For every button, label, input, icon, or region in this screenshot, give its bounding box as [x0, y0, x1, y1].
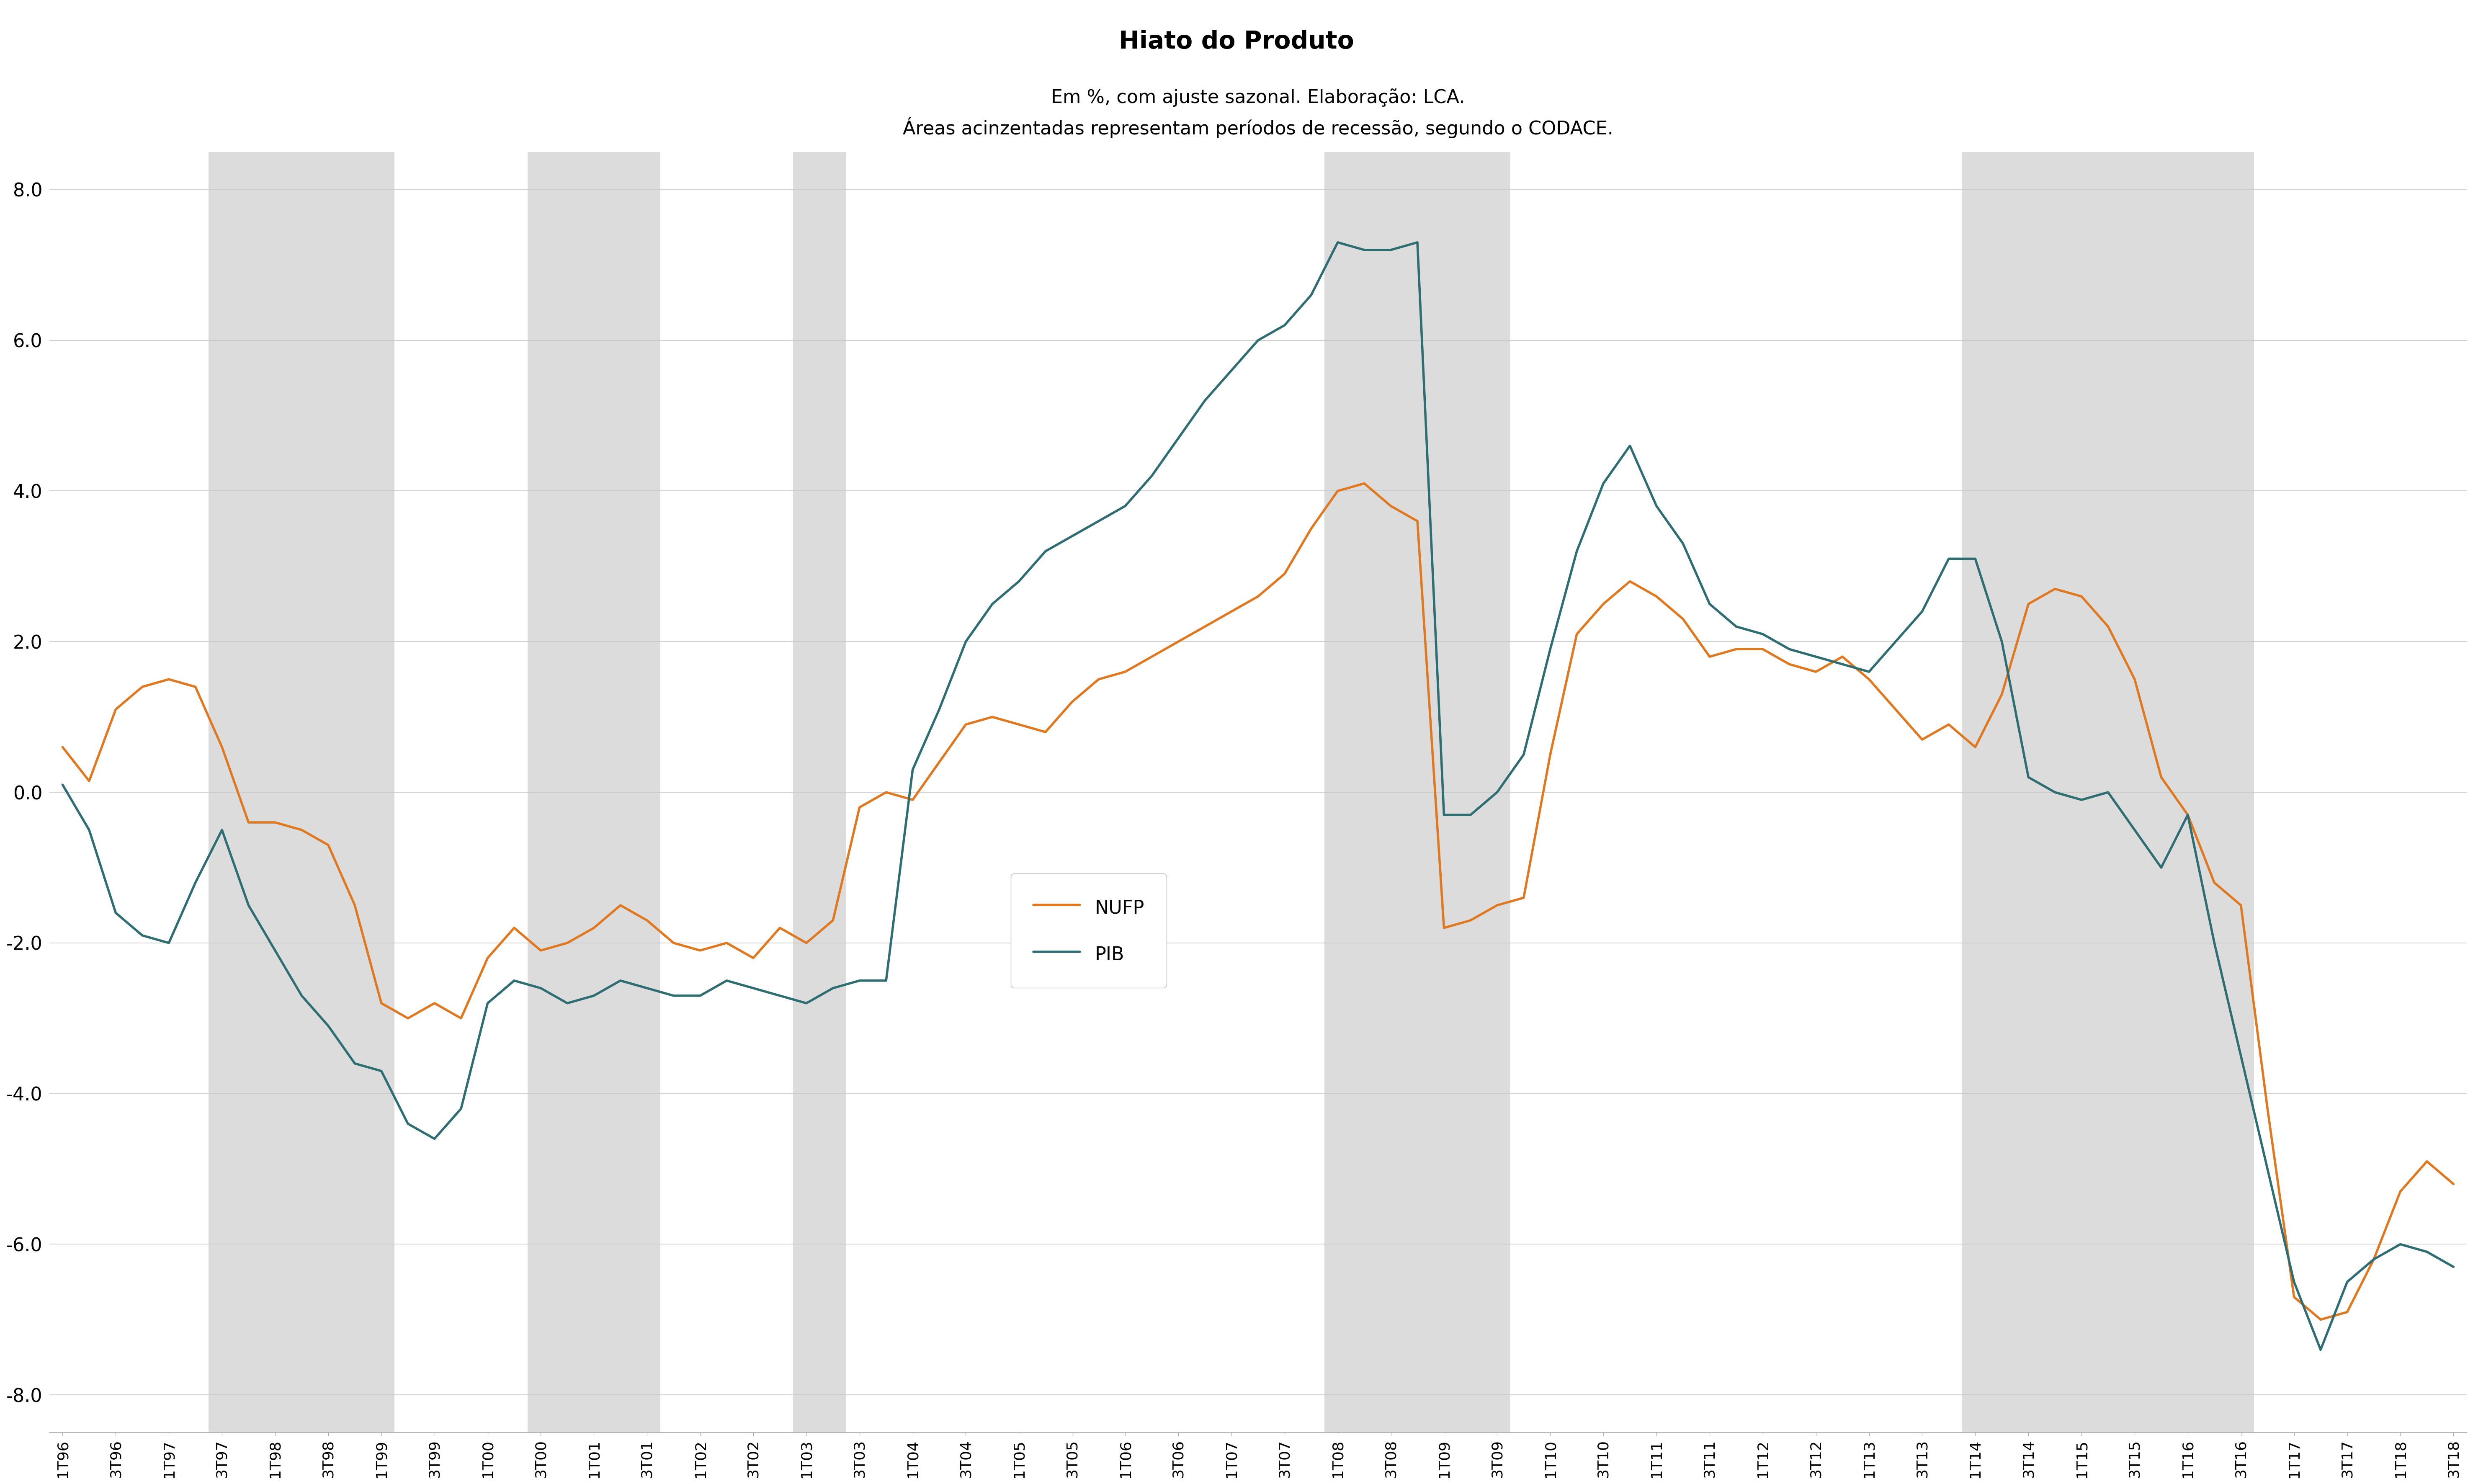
PIB [47, 776, 77, 794]
NUFP [339, 896, 368, 914]
PIB [606, 972, 636, 990]
PIB [339, 1055, 368, 1073]
PIB [2092, 784, 2122, 801]
NUFP [2438, 1175, 2468, 1193]
Bar [208, 151, 396, 1432]
Bar [1961, 151, 2255, 1432]
NUFP [658, 933, 687, 951]
NUFP [2411, 1153, 2441, 1171]
NUFP [47, 738, 77, 755]
PIB [658, 987, 687, 1005]
Bar [794, 151, 846, 1432]
Line: PIB: PIB [62, 242, 2453, 1350]
PIB [2305, 1342, 2335, 1359]
PIB [2411, 1244, 2441, 1261]
PIB [1323, 233, 1353, 251]
Legend: NUFP, PIB: NUFP, PIB [1011, 874, 1167, 988]
NUFP [1350, 475, 1380, 493]
Line: NUFP: NUFP [62, 484, 2453, 1319]
Bar [527, 151, 660, 1432]
NUFP [2092, 617, 2122, 635]
Bar [1326, 151, 1511, 1432]
NUFP [2305, 1310, 2335, 1328]
NUFP [1457, 911, 1486, 929]
NUFP [606, 896, 636, 914]
PIB [1457, 806, 1486, 824]
PIB [2438, 1258, 2468, 1276]
Title: Em %, com ajuste sazonal. Elaboração: LCA.
Áreas acinzentadas representam períod: Em %, com ajuste sazonal. Elaboração: LC… [903, 89, 1612, 138]
Text: Hiato do Produto: Hiato do Produto [1118, 30, 1355, 53]
